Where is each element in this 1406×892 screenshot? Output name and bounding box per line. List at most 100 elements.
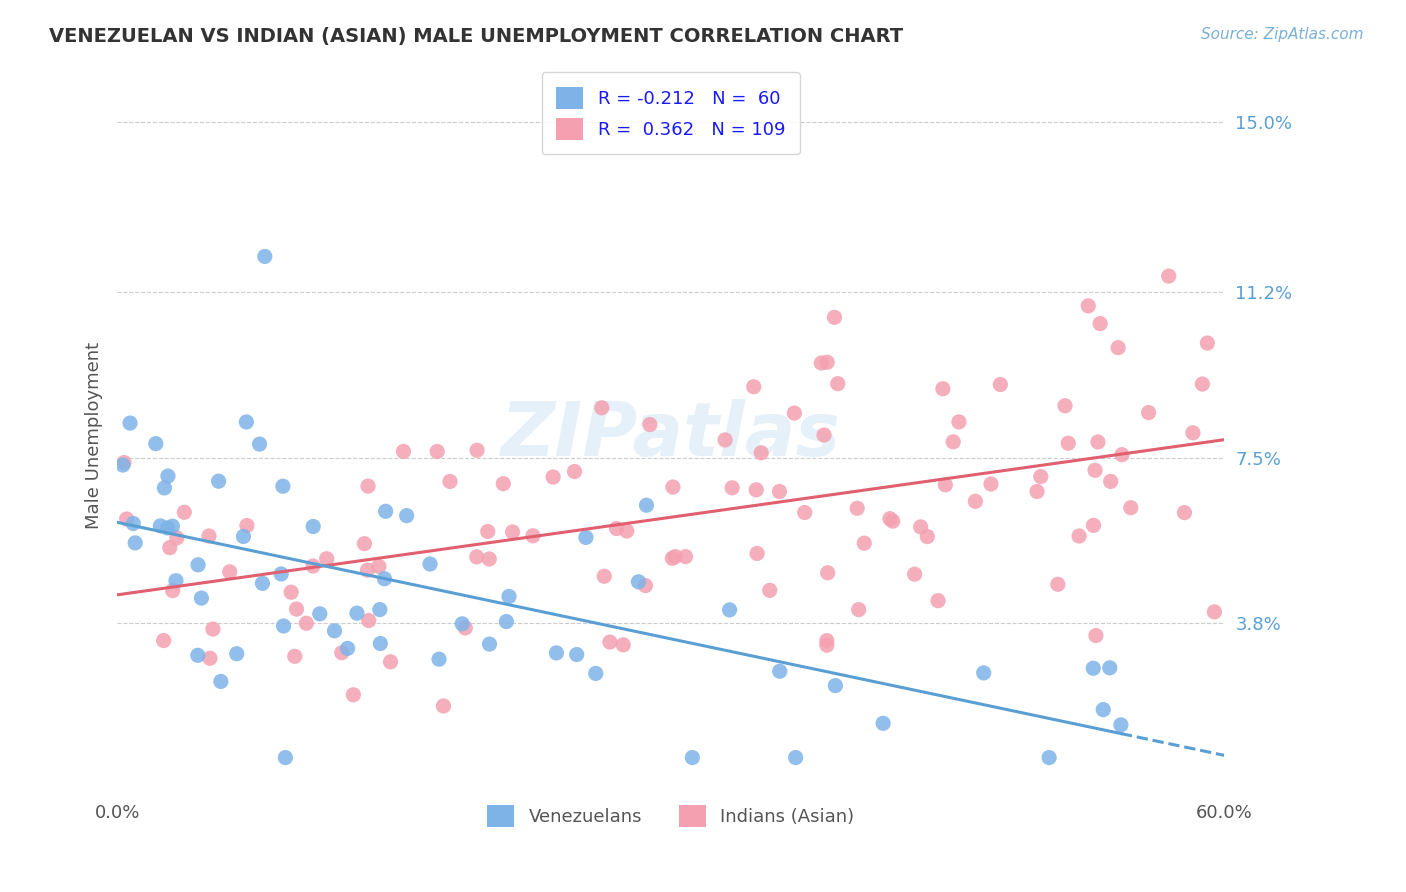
Point <box>848 602 870 616</box>
Point <box>419 557 441 571</box>
Point <box>162 519 184 533</box>
Point <box>853 536 876 550</box>
Point <box>769 665 792 679</box>
Point <box>502 524 524 539</box>
Point <box>323 624 346 638</box>
Point <box>1137 405 1160 419</box>
Point <box>1181 425 1204 440</box>
Y-axis label: Male Unemployment: Male Unemployment <box>86 342 103 529</box>
Point <box>112 456 135 470</box>
Point <box>1191 377 1213 392</box>
Point <box>373 572 395 586</box>
Point <box>165 574 187 588</box>
Point <box>270 566 292 581</box>
Point <box>585 666 607 681</box>
Point <box>634 578 657 592</box>
Point <box>910 520 932 534</box>
Point <box>662 480 685 494</box>
Point <box>1107 341 1129 355</box>
Point <box>439 475 461 489</box>
Point <box>152 633 174 648</box>
Point <box>478 637 501 651</box>
Point <box>824 679 846 693</box>
Point <box>235 415 257 429</box>
Point <box>427 652 450 666</box>
Point <box>638 417 661 432</box>
Point <box>330 646 353 660</box>
Point <box>564 465 586 479</box>
Point <box>942 434 965 449</box>
Point <box>1092 703 1115 717</box>
Point <box>295 616 318 631</box>
Point <box>198 651 221 665</box>
Point <box>1084 629 1107 643</box>
Point <box>1077 299 1099 313</box>
Point <box>1173 506 1195 520</box>
Point <box>271 479 294 493</box>
Point <box>342 688 364 702</box>
Point <box>846 501 869 516</box>
Point <box>492 476 515 491</box>
Point <box>353 537 375 551</box>
Point <box>357 614 380 628</box>
Point <box>783 406 806 420</box>
Point <box>1046 577 1069 591</box>
Point <box>904 567 927 582</box>
Point <box>273 619 295 633</box>
Point <box>745 546 768 560</box>
Point <box>380 655 402 669</box>
Point <box>236 518 259 533</box>
Point <box>432 698 454 713</box>
Point <box>118 416 141 430</box>
Point <box>817 566 839 580</box>
Point <box>346 606 368 620</box>
Point <box>187 558 209 572</box>
Point <box>218 565 240 579</box>
Point <box>1083 661 1105 675</box>
Point <box>980 477 1002 491</box>
Point <box>785 750 807 764</box>
Point <box>1099 475 1122 489</box>
Point <box>1083 518 1105 533</box>
Point <box>627 574 650 589</box>
Point <box>664 549 686 564</box>
Point <box>495 615 517 629</box>
Point <box>1029 469 1052 483</box>
Point <box>249 437 271 451</box>
Point <box>1084 463 1107 477</box>
Point <box>591 401 613 415</box>
Point <box>209 674 232 689</box>
Point <box>742 380 765 394</box>
Point <box>166 531 188 545</box>
Point <box>988 377 1011 392</box>
Point <box>207 474 229 488</box>
Point <box>451 616 474 631</box>
Point <box>498 590 520 604</box>
Point <box>368 602 391 616</box>
Point <box>882 514 904 528</box>
Point <box>392 444 415 458</box>
Point <box>357 479 380 493</box>
Point <box>718 603 741 617</box>
Point <box>145 436 167 450</box>
Point <box>599 635 621 649</box>
Point <box>872 716 894 731</box>
Point <box>1026 484 1049 499</box>
Point <box>917 530 939 544</box>
Point <box>1157 269 1180 284</box>
Point <box>252 576 274 591</box>
Point <box>454 621 477 635</box>
Point <box>159 541 181 555</box>
Text: ZIPatlas: ZIPatlas <box>501 399 841 472</box>
Legend: Venezuelans, Indians (Asian): Venezuelans, Indians (Asian) <box>479 798 862 834</box>
Point <box>477 524 499 539</box>
Point <box>714 433 737 447</box>
Point <box>815 355 838 369</box>
Point <box>1038 750 1060 764</box>
Point <box>1119 500 1142 515</box>
Point <box>681 750 703 764</box>
Point <box>315 551 337 566</box>
Point <box>198 529 221 543</box>
Point <box>225 647 247 661</box>
Point <box>367 559 389 574</box>
